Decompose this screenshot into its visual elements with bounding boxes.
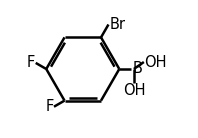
Text: OH: OH xyxy=(123,83,145,98)
Text: B: B xyxy=(132,62,142,76)
Text: OH: OH xyxy=(144,55,167,70)
Text: F: F xyxy=(45,99,54,114)
Text: F: F xyxy=(27,55,35,70)
Text: Br: Br xyxy=(109,17,125,32)
